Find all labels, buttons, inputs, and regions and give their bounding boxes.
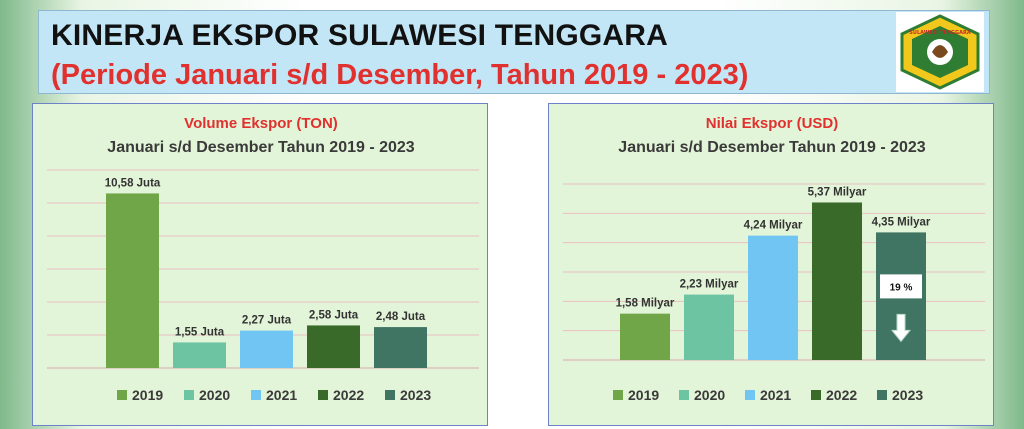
chart-title: Volume Ekspor (TON): [184, 115, 338, 132]
data-label-2020: 2,23 Milyar: [680, 279, 739, 291]
bar-2022: [307, 325, 360, 368]
volume-chart: Volume Ekspor (TON) Januari s/d Desember …: [47, 115, 479, 403]
legend-swatch-2023: [877, 390, 887, 400]
page-subtitle: (Periode Januari s/d Desember, Tahun 201…: [51, 59, 749, 91]
arrow-down-icon: [890, 313, 912, 343]
page-title: KINERJA EKSPOR SULAWESI TENGGARA: [51, 19, 669, 52]
legend-swatch-2021: [251, 390, 261, 400]
data-label-2020: 1,55 Juta: [175, 326, 225, 338]
legend-label-2019: 2019: [628, 387, 659, 403]
legend-swatch-2019: [117, 390, 127, 400]
value-chart: Nilai Ekspor (USD) Januari s/d Desember T…: [563, 115, 985, 403]
legend-swatch-2021: [745, 390, 755, 400]
legend-swatch-2023: [385, 390, 395, 400]
legend-label-2022: 2022: [826, 387, 857, 403]
logo-text: SULAWESI TENGGARA: [909, 30, 971, 36]
change-badge: [880, 274, 922, 299]
bar-2020: [684, 294, 734, 360]
legend-label-2021: 2021: [266, 387, 297, 403]
bar-2019: [106, 193, 159, 368]
legend-label-2021: 2021: [760, 387, 791, 403]
bar-2022: [812, 202, 862, 360]
data-label-2019: 1,58 Milyar: [616, 298, 675, 310]
data-label-2023: 4,35 Milyar: [872, 216, 931, 228]
data-label-2021: 2,27 Juta: [242, 315, 292, 327]
legend-swatch-2022: [811, 390, 821, 400]
legend-swatch-2020: [679, 390, 689, 400]
bar-2019: [620, 313, 670, 360]
bar-2021: [240, 330, 293, 368]
header-banner: KINERJA EKSPOR SULAWESI TENGGARA (Period…: [38, 10, 990, 94]
data-label-2022: 5,37 Milyar: [808, 186, 867, 198]
legend-label-2020: 2020: [199, 387, 230, 403]
data-label-2023: 2,48 Juta: [376, 311, 426, 323]
data-label-2019: 10,58 Juta: [105, 177, 161, 189]
bar-2020: [173, 342, 226, 368]
legend-swatch-2020: [184, 390, 194, 400]
legend-label-2019: 2019: [132, 387, 163, 403]
volume-chart-panel: Volume Ekspor (TON) Januari s/d Desember …: [32, 103, 488, 426]
value-chart-panel: Nilai Ekspor (USD) Januari s/d Desember T…: [548, 103, 994, 426]
bar-2023: [374, 327, 427, 368]
legend-swatch-2019: [613, 390, 623, 400]
change-badge-text: 19 %: [890, 282, 913, 293]
province-logo-icon: SULAWESI TENGGARA: [896, 12, 984, 92]
chart-subtitle: Januari s/d Desember Tahun 2019 - 2023: [618, 139, 926, 156]
legend-label-2020: 2020: [694, 387, 725, 403]
data-label-2022: 2,58 Juta: [309, 309, 359, 321]
legend-label-2023: 2023: [400, 387, 431, 403]
data-label-2021: 4,24 Milyar: [744, 220, 803, 232]
chart-subtitle: Januari s/d Desember Tahun 2019 - 2023: [107, 139, 415, 156]
legend-label-2022: 2022: [333, 387, 364, 403]
bar-2021: [748, 235, 798, 360]
chart-title: Nilai Ekspor (USD): [706, 115, 839, 132]
legend-swatch-2022: [318, 390, 328, 400]
legend-label-2023: 2023: [892, 387, 923, 403]
